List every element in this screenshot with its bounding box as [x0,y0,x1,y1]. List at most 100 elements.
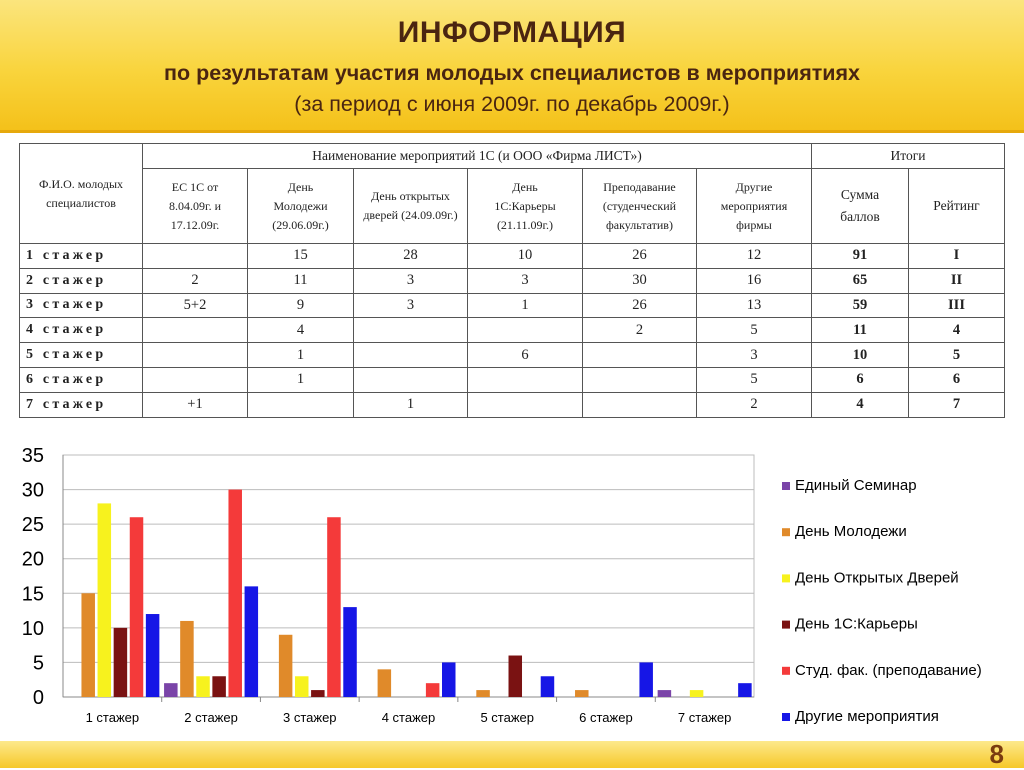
score-cell: 9 [247,292,354,319]
sum-cell: 59 [811,292,909,319]
table-row: 1 стажер 15 28 10 26 12 91 I [19,243,1006,269]
score-cell [353,366,468,393]
legend-label: День Молодежи [795,523,907,540]
trainee-name: 5 стажер [19,342,143,368]
score-cell [142,243,248,269]
score-cell: 15 [247,243,354,269]
column-header-career-day: День 1С:Карьеры (21.11.09г.) [467,168,583,244]
bar [196,676,210,697]
legend-label: Единый Семинар [795,477,917,494]
y-tick-label: 35 [22,445,44,467]
bar [294,676,309,697]
column-header-open-day: День открытых дверей (24.09.09г.) [353,168,468,244]
trainee-name: 1 стажер [19,243,143,269]
table-row: 4 стажер 4 2 5 11 4 [19,317,1006,344]
bar [180,620,194,697]
x-tick-label: 6 стажер [579,710,633,725]
score-cell: 5 [696,366,812,393]
table-row: 6 стажер 1 5 6 6 [19,366,1006,393]
slide-title: ИНФОРМАЦИЯ [397,16,627,49]
score-cell [582,391,697,418]
trainee-name: 4 стажер [19,317,143,344]
trainee-name: 3 стажер [19,292,143,319]
column-header-youth-day: День Молодежи (29.06.09г.) [247,168,354,244]
column-header-teaching: Преподавание (студенческий факультатив) [582,168,697,244]
bar [212,676,226,697]
footer-bar [0,741,1024,768]
x-tick-label: 7 стажер [678,710,732,725]
score-cell [353,342,468,368]
bar [343,607,357,697]
bar [575,690,589,697]
legend-label: День 1С:Карьеры [795,616,918,633]
y-tick-label: 0 [33,687,44,709]
score-cell: 6 [467,342,583,368]
page-number: 8 [989,739,1004,769]
rank-cell: 6 [907,366,1006,393]
plot-area [62,454,755,698]
score-cell: 26 [582,292,697,319]
bar [540,676,555,697]
table-row: 7 стажер +1 1 2 4 7 [19,391,1006,418]
bar [738,683,752,697]
bar [377,669,392,697]
results-table: Ф.И.О. молодых специалистов Наименование… [19,143,1006,418]
rank-cell: III [907,292,1006,319]
trainee-name: 2 стажер [19,267,143,294]
table-row: 5 стажер 1 6 3 10 5 [19,342,1006,368]
score-cell [582,366,697,393]
sum-cell: 10 [811,342,909,368]
legend-swatch [782,620,790,629]
score-cell: 3 [353,267,468,294]
y-tick-label: 20 [22,549,44,571]
bar [129,517,144,697]
events-group-header: Наименование мероприятий 1С (и ООО «Фирм… [142,143,812,169]
rank-cell: I [907,243,1006,269]
score-cell [142,342,248,368]
score-cell: 26 [582,243,697,269]
score-cell [467,366,583,393]
x-tick-label: 1 стажер [86,710,140,725]
score-cell: 1 [467,292,583,319]
score-cell [582,342,697,368]
score-cell: 13 [696,292,812,319]
column-header-es: ЕС 1С от 8.04.09г. и 17.12.09г. [142,168,248,244]
bar [639,662,653,697]
y-tick-label: 5 [33,652,44,674]
score-cell [142,366,248,393]
score-cell: 30 [582,267,697,294]
y-tick-label: 10 [22,618,44,640]
score-cell: 11 [247,267,354,294]
y-tick-label: 25 [22,514,44,536]
y-tick-label: 15 [22,583,44,605]
bar [228,489,242,697]
bar [97,503,112,697]
table-row: 2 стажер 2 11 3 3 30 16 65 II [19,267,1006,294]
score-cell: 5 [696,317,812,344]
sum-cell: 11 [811,317,909,344]
score-cell: 2 [582,317,697,344]
totals-group-header: Итоги [810,143,1006,169]
bar [164,683,178,697]
bar [278,634,293,697]
rank-cell: 4 [907,317,1006,344]
period-label: (за период с июня 2009г. по декабрь 2009… [294,92,730,116]
legend-swatch [782,666,790,675]
trainee-name: 7 стажер [19,391,143,418]
score-cell: 2 [142,267,248,294]
bar [81,593,95,697]
slide-header: ИНФОРМАЦИЯ по результатам участия молоды… [0,0,1024,133]
score-cell [467,391,583,418]
rank-cell: 5 [907,342,1006,368]
x-tick-label: 3 стажер [283,710,337,725]
score-cell: 12 [696,243,812,269]
bar [113,627,128,697]
x-tick-label: 5 стажер [480,710,534,725]
rank-cell: II [907,267,1006,294]
legend-swatch [782,482,790,490]
trainee-name: 6 стажер [19,366,143,393]
bar [657,690,672,697]
bar [442,662,456,697]
score-cell: 1 [247,366,354,393]
sum-cell: 65 [811,267,909,294]
